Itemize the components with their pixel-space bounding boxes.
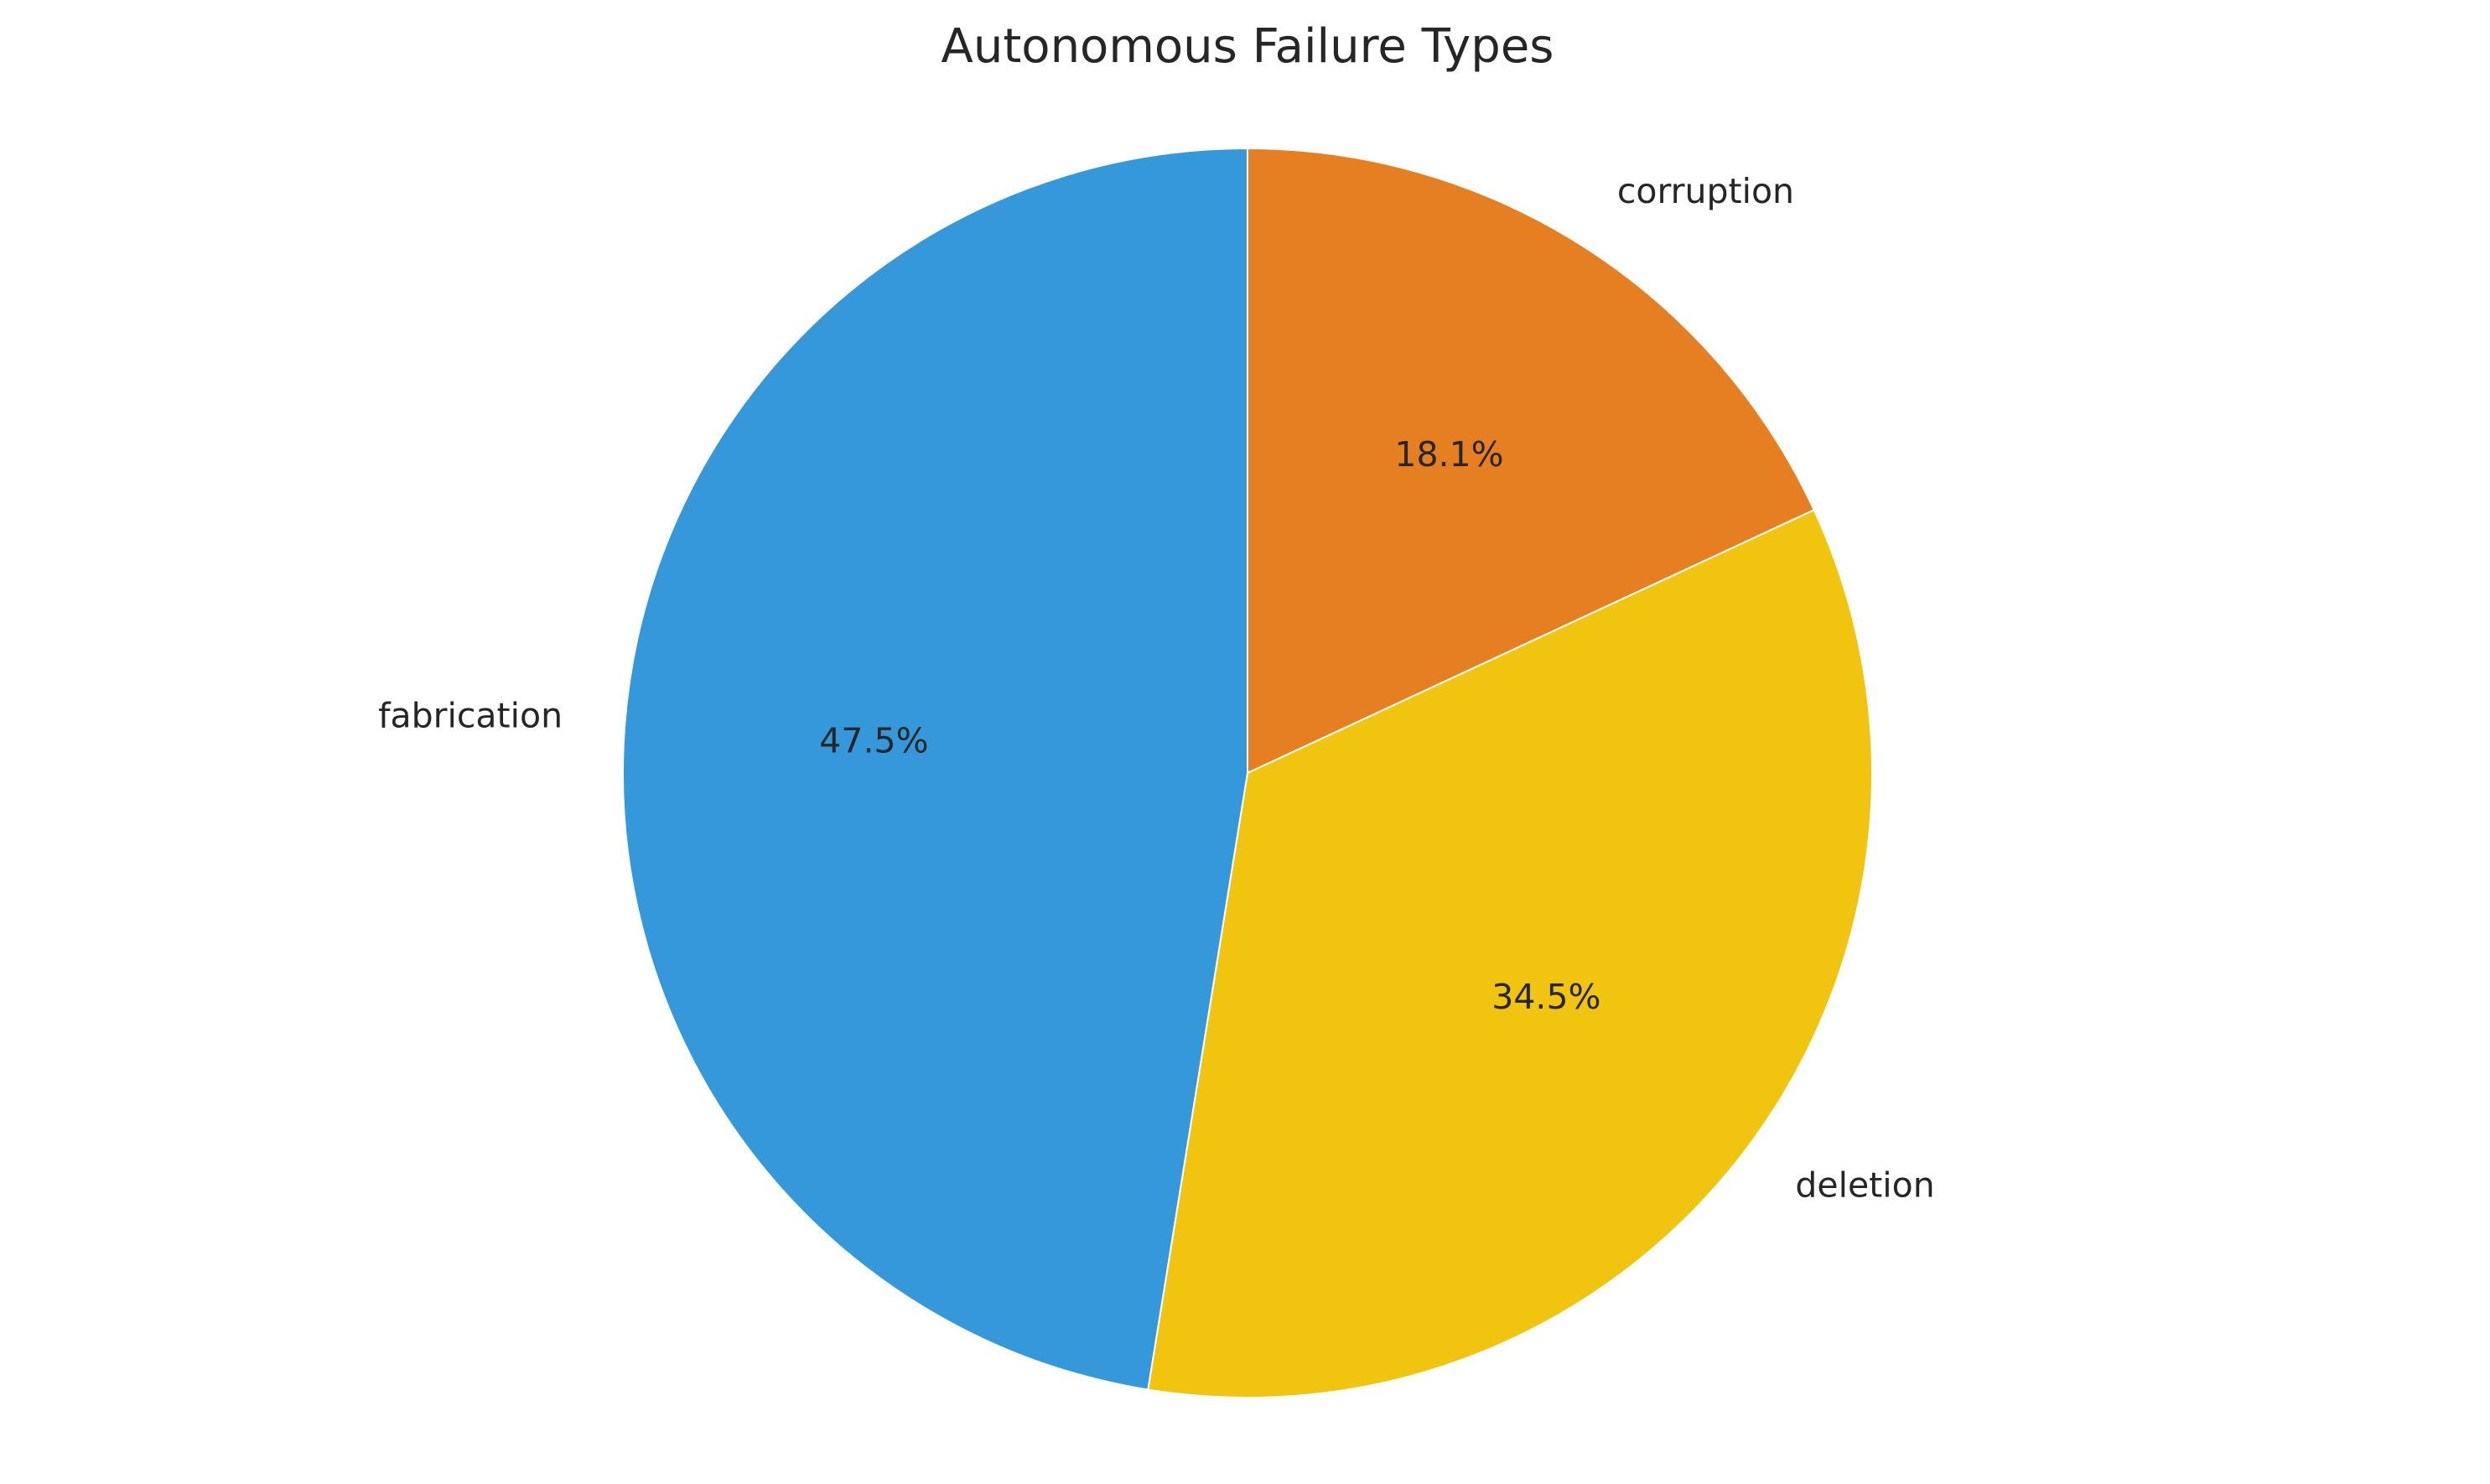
- slice-percent-deletion: 34.5%: [1491, 977, 1600, 1017]
- pie-slices: [622, 147, 1873, 1398]
- slice-percent-corruption: 18.1%: [1394, 434, 1503, 475]
- slice-label-corruption: corruption: [1617, 171, 1794, 211]
- slice-label-fabrication: fabrication: [378, 695, 563, 735]
- pie-slice-corruption: [1247, 147, 1816, 775]
- pie-slice-deletion: [1147, 508, 1873, 1398]
- pie-labels: corruption 18.1% deletion 34.5% fabrication 4…: [378, 171, 1935, 1205]
- pie-slice-fabrication: [622, 147, 1248, 1391]
- slice-label-deletion: deletion: [1795, 1165, 1934, 1206]
- slice-percent-fabrication: 47.5%: [819, 720, 928, 760]
- chart-title: Autonomous Failure Types: [942, 19, 1554, 74]
